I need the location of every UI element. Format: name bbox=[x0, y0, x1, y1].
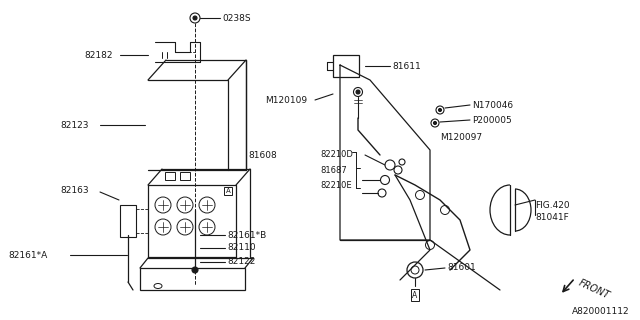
Text: FIG.420: FIG.420 bbox=[535, 201, 570, 210]
Text: 82161*B: 82161*B bbox=[227, 230, 266, 239]
Circle shape bbox=[192, 267, 198, 273]
Circle shape bbox=[193, 16, 197, 20]
Bar bbox=[180, 172, 190, 180]
Text: 82123: 82123 bbox=[60, 121, 88, 130]
Text: 82110: 82110 bbox=[227, 244, 255, 252]
Text: 81601: 81601 bbox=[447, 263, 476, 273]
Circle shape bbox=[356, 90, 360, 94]
Bar bbox=[120, 205, 136, 237]
Bar bbox=[333, 55, 359, 77]
Text: 82122: 82122 bbox=[227, 258, 255, 267]
Bar bbox=[140, 268, 245, 290]
Text: 82210E: 82210E bbox=[320, 180, 351, 189]
Text: M120109: M120109 bbox=[265, 95, 307, 105]
Bar bbox=[165, 172, 175, 180]
Text: N170046: N170046 bbox=[472, 100, 513, 109]
Text: 81611: 81611 bbox=[392, 61, 420, 70]
Text: 81041F: 81041F bbox=[535, 213, 569, 222]
Text: 82161*A: 82161*A bbox=[8, 251, 47, 260]
Text: P200005: P200005 bbox=[472, 116, 512, 124]
Text: A: A bbox=[412, 291, 418, 300]
Text: 82210D: 82210D bbox=[320, 149, 353, 158]
Text: 82182: 82182 bbox=[84, 51, 113, 60]
Text: FRONT: FRONT bbox=[577, 278, 611, 301]
Circle shape bbox=[438, 108, 442, 111]
Text: A: A bbox=[226, 188, 230, 194]
Text: 82163: 82163 bbox=[60, 186, 88, 195]
Circle shape bbox=[433, 122, 436, 124]
Text: A820001112: A820001112 bbox=[572, 308, 630, 316]
Text: M120097: M120097 bbox=[440, 132, 482, 141]
Text: 0238S: 0238S bbox=[222, 13, 251, 22]
Text: 81608: 81608 bbox=[248, 150, 276, 159]
Text: 81687: 81687 bbox=[320, 165, 347, 174]
